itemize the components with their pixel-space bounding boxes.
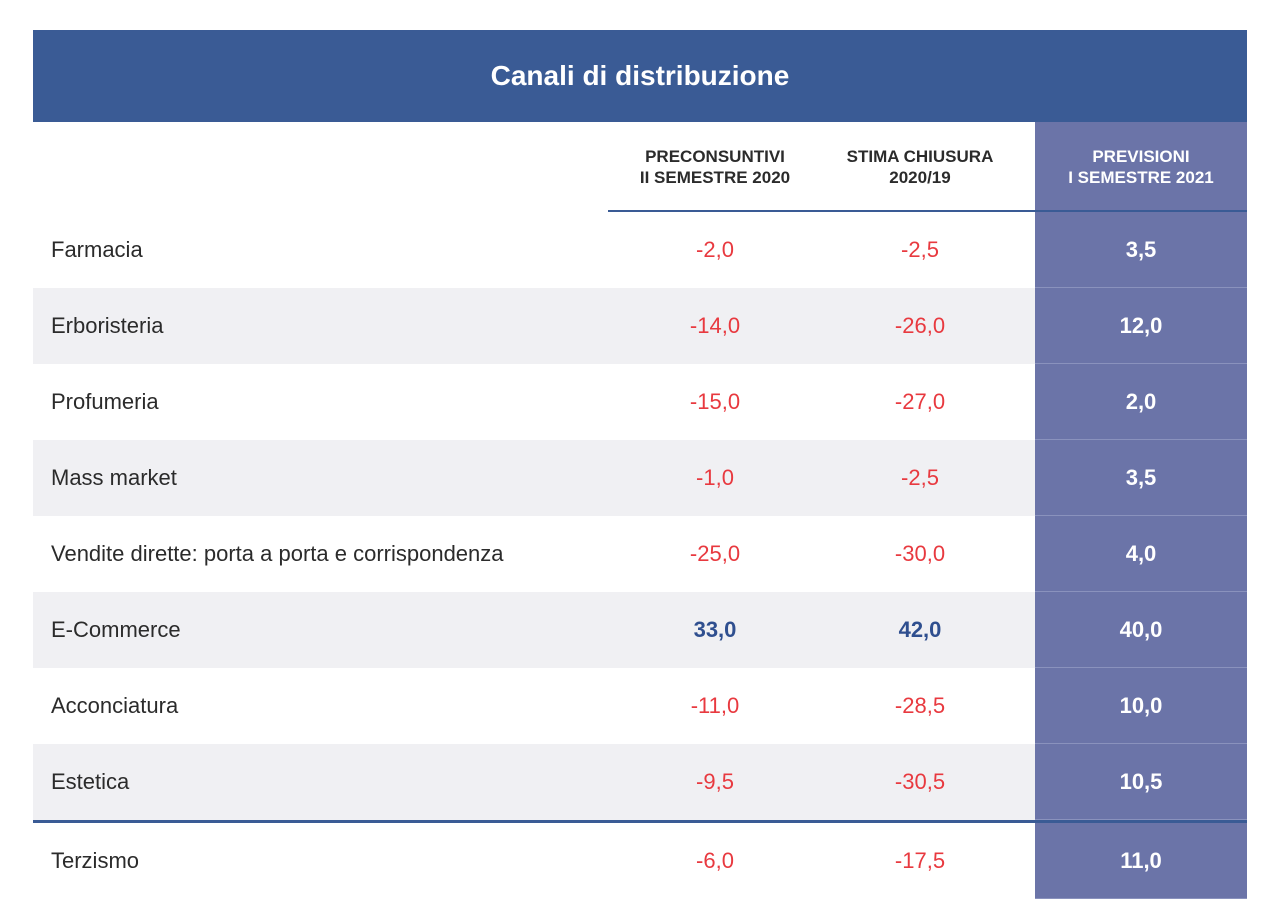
table-row: Farmacia -2,0 -2,5 3,5 [33, 212, 1247, 288]
column-header-preconsuntivi: PRECONSUNTIVI II SEMESTRE 2020 [639, 147, 791, 187]
table-row: Estetica -9,5 -30,5 10,5 [33, 744, 1247, 820]
table-body: Farmacia -2,0 -2,5 3,5 Erboristeria -14,0 -26,… [33, 212, 1247, 820]
previsioni-value: 40,0 [1035, 592, 1247, 668]
preconsuntivi-value: 33,0 [693, 617, 737, 642]
preconsuntivi-value: -11,0 [690, 693, 740, 718]
table-row: Erboristeria -14,0 -26,0 12,0 [33, 288, 1247, 364]
row-label: Acconciatura [51, 693, 179, 718]
row-label: Erboristeria [51, 313, 164, 338]
column-header-previsioni: PREVISIONI I SEMESTRE 2021 [1035, 122, 1247, 212]
preconsuntivi-value: -15,0 [689, 389, 741, 414]
row-label: Farmacia [51, 237, 143, 262]
table-row: Mass market -1,0 -2,5 3,5 [33, 440, 1247, 516]
previsioni-value: 11,0 [1035, 823, 1247, 899]
preconsuntivi-value: -9,5 [696, 769, 734, 794]
table-row: Vendite dirette: porta a porta e corrisp… [33, 516, 1247, 592]
table-total-section: Terzismo -6,0 -17,5 11,0 [33, 823, 1247, 899]
previsioni-value: 10,0 [1035, 668, 1247, 744]
previsioni-value: 12,0 [1035, 288, 1247, 364]
stima-chiusura-value: -30,5 [894, 769, 946, 794]
stima-chiusura-value: -28,5 [894, 693, 946, 718]
row-label: Terzismo [51, 848, 140, 873]
previsioni-value: 4,0 [1035, 516, 1247, 592]
previsioni-value: 10,5 [1035, 744, 1247, 820]
stima-chiusura-value: 42,0 [898, 617, 942, 642]
row-label: Estetica [51, 769, 130, 794]
column-header-stima-chiusura: STIMA CHIUSURA 2020/19 [846, 147, 994, 187]
table-row: E-Commerce 33,0 42,0 40,0 [33, 592, 1247, 668]
table-row: Profumeria -15,0 -27,0 2,0 [33, 364, 1247, 440]
preconsuntivi-value: -1,0 [696, 465, 734, 490]
total-divider [33, 820, 1247, 823]
stima-chiusura-value: -30,0 [894, 541, 946, 566]
column-header-row: PRECONSUNTIVI II SEMESTRE 2020 STIMA CHI… [33, 122, 1247, 212]
row-label: E-Commerce [51, 617, 181, 642]
table-title: Canali di distribuzione [33, 30, 1247, 122]
preconsuntivi-value: -25,0 [689, 541, 741, 566]
stima-chiusura-value: -27,0 [894, 389, 946, 414]
distribution-channels-table: Canali di distribuzione PRECONSUNTIVI II… [33, 30, 1247, 899]
previsioni-value: 2,0 [1035, 364, 1247, 440]
stima-chiusura-value: -2,5 [901, 465, 939, 490]
stima-chiusura-value: -17,5 [894, 848, 946, 873]
row-label: Vendite dirette: porta a porta e corrisp… [51, 541, 504, 566]
preconsuntivi-value: -2,0 [696, 237, 734, 262]
stima-chiusura-value: -2,5 [901, 237, 939, 262]
previsioni-value: 3,5 [1035, 212, 1247, 288]
total-row: Terzismo -6,0 -17,5 11,0 [33, 823, 1247, 899]
preconsuntivi-value: -14,0 [689, 313, 741, 338]
table-row: Acconciatura -11,0 -28,5 10,0 [33, 668, 1247, 744]
header-divider [608, 210, 1247, 212]
row-label: Profumeria [51, 389, 159, 414]
stima-chiusura-value: -26,0 [894, 313, 946, 338]
row-label: Mass market [51, 465, 177, 490]
preconsuntivi-value: -6,0 [696, 848, 734, 873]
previsioni-value: 3,5 [1035, 440, 1247, 516]
